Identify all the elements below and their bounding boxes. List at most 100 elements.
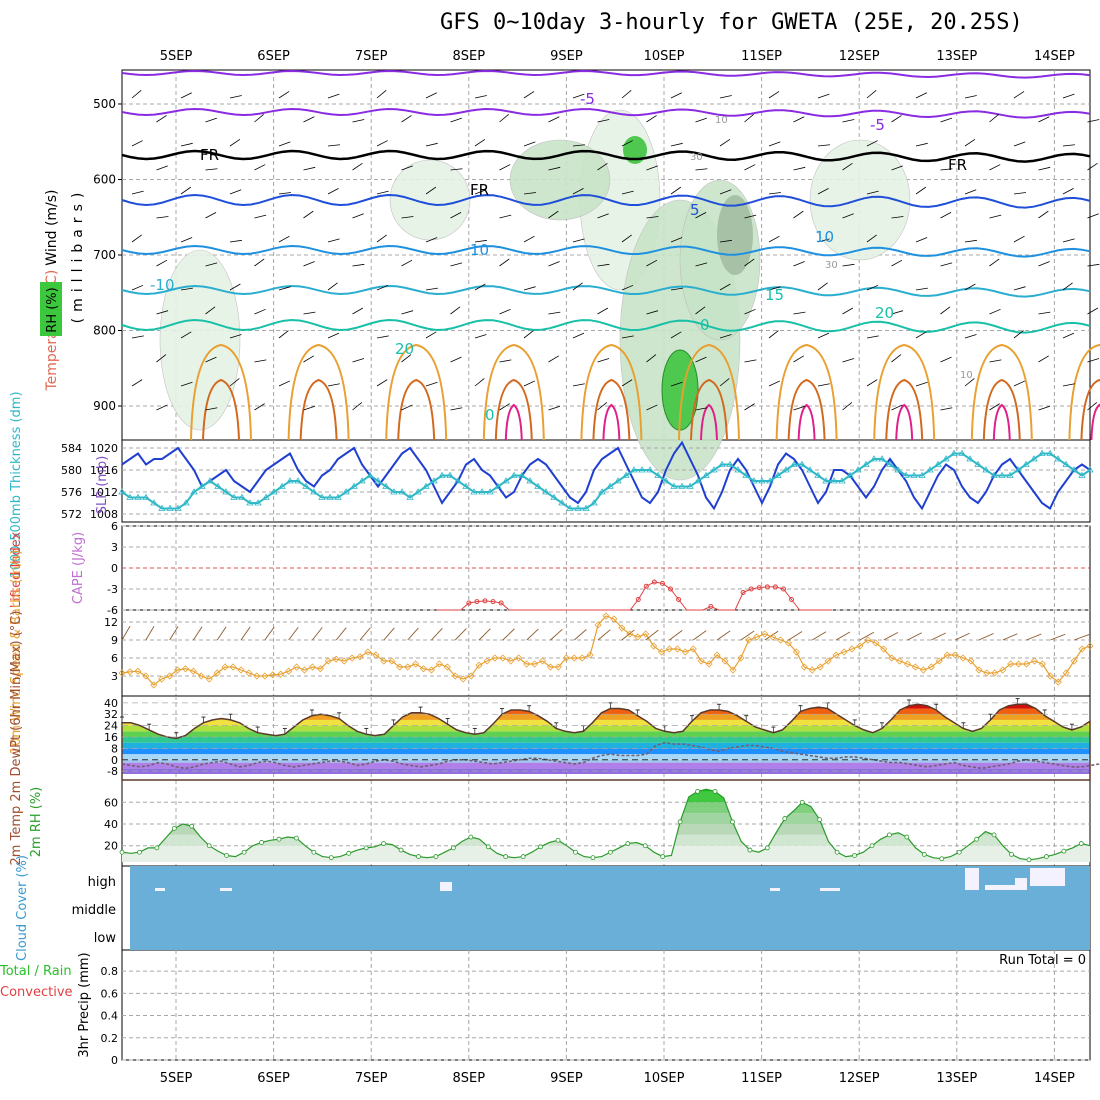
- thickness-marker: [342, 488, 350, 495]
- wind-barb: [352, 213, 364, 219]
- date-label-top: 14SEP: [1034, 49, 1075, 64]
- temp-contour-minus10: [121, 69, 1091, 79]
- wind-barb: [670, 381, 683, 387]
- rh-marker: [956, 849, 962, 855]
- wind-speed-marker: [142, 672, 150, 680]
- wind-barb: [719, 95, 732, 99]
- wind-barb: [401, 115, 412, 123]
- rh-marker: [764, 845, 770, 851]
- wind-speed-marker: [538, 657, 547, 665]
- thickness-marker: [366, 471, 374, 478]
- thickness-marker: [1006, 471, 1014, 478]
- wind-barb: [205, 168, 218, 171]
- temp-contour-30: [885, 378, 924, 441]
- wind-barb: [205, 356, 217, 363]
- date-label-top: 7SEP: [355, 49, 388, 64]
- thickness-marker: [374, 477, 382, 484]
- wind-speed-marker: [118, 669, 126, 677]
- wind-speed-marker: [277, 670, 285, 678]
- wind-barb: [401, 354, 412, 363]
- wind-barb: [817, 144, 830, 147]
- rh-band: [122, 834, 1090, 846]
- wind-barb: [180, 92, 192, 99]
- wind-barb: [254, 258, 265, 267]
- wind-speed-marker: [1007, 660, 1015, 668]
- contour-label: 30: [690, 152, 703, 163]
- wind-barb: [229, 189, 242, 195]
- rh-marker: [119, 849, 125, 855]
- lifted-index-marker: [498, 600, 504, 606]
- rh2m-label-group: 2m RH (%): [29, 787, 44, 858]
- wind-barb-10m: [597, 629, 611, 641]
- wind-barb: [327, 383, 340, 387]
- wind-barb: [352, 119, 365, 123]
- wind-barb: [719, 239, 732, 243]
- rh-legend-swatch: [40, 282, 62, 336]
- wind-barb: [915, 287, 928, 291]
- slp-tick-label: 1020: [90, 442, 118, 455]
- thickness-marker: [262, 493, 270, 500]
- wind-barb: [597, 162, 608, 171]
- temp-contour-15: [121, 284, 1091, 298]
- contour-label: 10: [470, 241, 489, 259]
- wind-barb: [1038, 355, 1049, 363]
- wind-speed-marker: [221, 663, 229, 671]
- wind-barb: [768, 141, 781, 147]
- thickness-marker: [542, 488, 550, 495]
- rh-marker: [904, 834, 910, 840]
- wind-barb: [768, 286, 781, 291]
- run-total-label: Run Total = 0: [999, 953, 1086, 968]
- wind-barb: [1013, 380, 1026, 387]
- wind-barb-10m: [1073, 634, 1090, 641]
- rh-tick-label: 20: [104, 840, 118, 853]
- rh-marker: [450, 845, 456, 851]
- thickness-marker: [742, 471, 750, 478]
- wind-speed-marker: [197, 672, 205, 680]
- wind-barb: [131, 190, 144, 195]
- wind-speed-marker: [689, 645, 697, 653]
- cloud-gap: [220, 888, 232, 891]
- wind-barb: [719, 283, 731, 291]
- wind-barb: [744, 359, 757, 363]
- panel-frame-slp: [121, 439, 1091, 523]
- temp-band: [122, 719, 1090, 726]
- wind-barb: [915, 142, 928, 147]
- temp-contour-30: [787, 378, 826, 441]
- temp-contour-35: [895, 403, 914, 441]
- contour-label: 0: [485, 406, 495, 424]
- contour-label: FR: [948, 156, 967, 174]
- temp-contour-25: [873, 343, 936, 441]
- wind-barb: [744, 164, 756, 171]
- wind-barb: [254, 214, 267, 219]
- thickness-marker: [638, 466, 646, 473]
- wind-speed-marker: [808, 666, 816, 674]
- wind-barb: [989, 214, 1002, 219]
- wind-speed-marker: [546, 663, 555, 671]
- temp-band: [122, 704, 1090, 709]
- cape-label-group: CAPE (J/kg): [71, 532, 86, 604]
- wind-barb: [817, 93, 830, 99]
- wind-barb: [964, 189, 977, 195]
- temp-contour-25: [287, 343, 350, 441]
- wind-barb-10m: [669, 630, 683, 641]
- wind-barb: [303, 166, 316, 171]
- rh-label: RH (%): [45, 287, 60, 332]
- thickness-marker: [622, 471, 630, 478]
- wind-barb: [842, 162, 853, 171]
- wind-barb: [548, 210, 559, 219]
- wind-barb: [866, 379, 878, 387]
- wind-speed-marker: [943, 651, 951, 659]
- thickness-marker: [470, 488, 478, 495]
- wind10-label-group: 10m Wind Speed & Barbs (m/s): [9, 550, 24, 755]
- rh-marker: [712, 789, 718, 794]
- thickness-marker: [1078, 471, 1086, 478]
- wind-barb-10m: [121, 625, 131, 641]
- thickness-marker: [822, 477, 830, 484]
- wind-speed-marker: [705, 660, 713, 668]
- wind-barb: [450, 407, 463, 411]
- temp-band: [122, 737, 1090, 743]
- wind-barb: [352, 263, 365, 267]
- lifted-index-marker: [756, 585, 762, 591]
- rh-marker: [416, 854, 421, 859]
- wind-barb: [303, 261, 315, 267]
